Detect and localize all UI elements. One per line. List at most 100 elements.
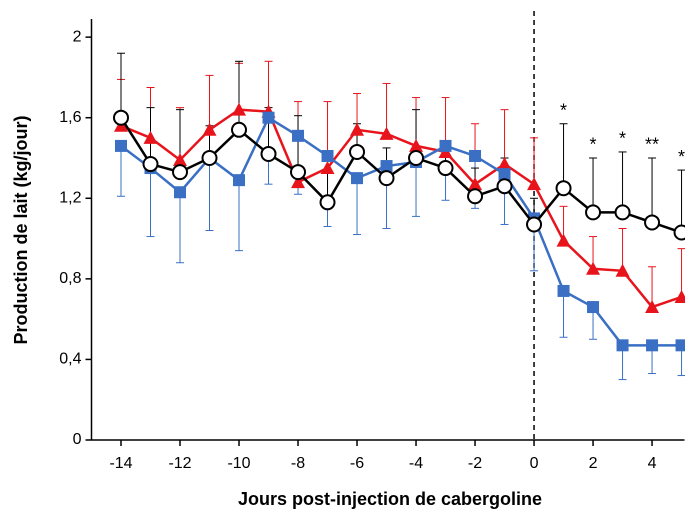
x-tick-label: 0: [530, 455, 539, 472]
error-bar: [530, 137, 539, 185]
marker: [350, 122, 365, 136]
x-tick-label: -8: [291, 455, 305, 472]
error-bar: [264, 60, 273, 112]
error-bar: [235, 180, 244, 252]
marker: [291, 175, 306, 189]
marker: [408, 149, 425, 166]
y-tick-label: 1,6: [59, 109, 81, 126]
y-tick-label: 0,8: [59, 270, 81, 287]
annotation: *: [619, 129, 626, 149]
error-bar: [117, 145, 126, 197]
marker: [142, 156, 159, 173]
marker: [113, 109, 130, 126]
error-bar: [677, 169, 685, 233]
x-tick-label: -6: [350, 455, 364, 472]
x-tick-label: 4: [648, 455, 657, 472]
marker: [233, 174, 246, 187]
error-bar: [648, 157, 657, 223]
annotation: **: [645, 135, 659, 155]
error-bar: [589, 157, 598, 213]
marker: [172, 164, 189, 181]
marker: [378, 170, 395, 187]
marker: [555, 180, 572, 197]
marker: [557, 284, 570, 297]
marker: [674, 289, 685, 303]
marker: [614, 204, 631, 221]
error-bar: [412, 162, 421, 217]
y-tick-label: 2: [73, 28, 82, 45]
annotation: *: [590, 135, 597, 155]
series-line: [120, 108, 682, 309]
marker: [585, 204, 602, 221]
error-bar: [235, 60, 244, 130]
marker: [351, 172, 364, 185]
error-bar: [117, 52, 126, 118]
marker: [468, 177, 483, 191]
marker: [379, 126, 394, 140]
error-bar: [618, 227, 627, 271]
x-tick-label: -10: [227, 455, 250, 472]
marker: [526, 216, 543, 233]
x-tick-label: -2: [468, 455, 482, 472]
marker: [260, 145, 277, 162]
annotation: *: [560, 100, 567, 120]
y-tick-label: 0: [73, 431, 82, 448]
marker: [290, 164, 307, 181]
marker: [646, 339, 659, 352]
marker: [292, 129, 305, 142]
marker: [675, 339, 685, 352]
marker: [616, 339, 629, 352]
y-axis-label: Production de lait (kg/jour): [11, 115, 31, 344]
marker: [143, 130, 158, 144]
marker: [380, 160, 393, 173]
marker: [319, 194, 336, 211]
error-bar: [205, 157, 214, 232]
error-bar: [618, 151, 627, 213]
error-bar: [559, 290, 568, 338]
error-bar: [677, 248, 685, 297]
marker: [321, 149, 334, 162]
marker: [615, 263, 630, 277]
marker: [437, 160, 454, 177]
error-bar: [205, 74, 214, 130]
marker: [467, 188, 484, 205]
marker: [469, 149, 482, 162]
error-bar: [294, 115, 303, 173]
marker: [409, 138, 424, 152]
y-tick-label: 1,2: [59, 189, 81, 206]
error-bar: [500, 109, 509, 165]
marker: [556, 233, 571, 247]
marker: [645, 300, 660, 314]
marker: [498, 168, 511, 181]
marker: [115, 139, 128, 152]
error-bar: [559, 123, 568, 189]
marker: [173, 153, 188, 167]
marker: [673, 224, 685, 241]
marker: [201, 149, 218, 166]
marker: [587, 301, 600, 314]
annotation: *: [678, 147, 685, 167]
marker: [439, 139, 452, 152]
marker: [231, 121, 248, 138]
x-tick-label: 2: [589, 455, 598, 472]
error-bar: [176, 192, 185, 264]
x-tick-label: -14: [109, 455, 132, 472]
marker: [527, 177, 542, 191]
marker: [262, 111, 275, 124]
x-tick-label: -12: [168, 455, 191, 472]
x-tick-label: -4: [409, 455, 423, 472]
marker: [232, 102, 247, 116]
x-axis-label: Jours post-injection de cabergoline: [238, 489, 542, 509]
y-tick-label: 0,4: [59, 351, 81, 368]
marker: [497, 157, 512, 171]
error-bar: [382, 82, 391, 134]
marker: [644, 214, 661, 231]
marker: [174, 186, 187, 199]
marker: [320, 161, 335, 175]
error-bar: [146, 168, 155, 238]
marker: [349, 143, 366, 160]
marker: [586, 261, 601, 275]
marker: [202, 122, 217, 136]
error-bar: [353, 178, 362, 236]
marker: [496, 178, 513, 195]
